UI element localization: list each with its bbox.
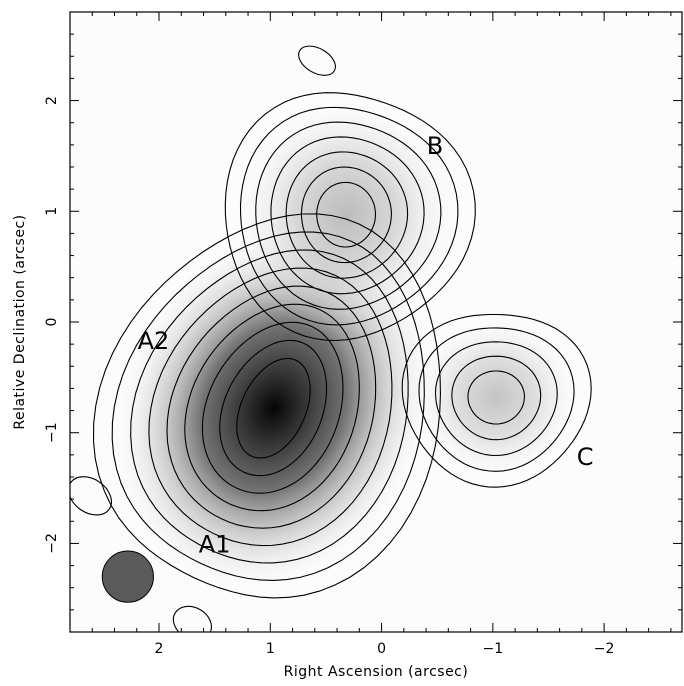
contour-a1-9 [92,213,441,599]
contour-a1-3 [201,321,344,494]
x-axis-label: Right Ascension (arcsec) [284,664,469,680]
y-tick-label: 2 [44,96,60,105]
x-tick-label: 0 [377,641,386,657]
contour-b-7 [224,92,476,342]
y-tick-label: −2 [44,533,60,554]
contour-a1-5 [166,285,377,529]
contour-a1-1 [236,357,311,459]
contour-b-3 [285,151,409,279]
contour-a1-8 [111,231,425,581]
noise-contour-1 [298,45,336,76]
y-tick-label: 1 [44,207,60,216]
source-label-a2: A2 [138,327,170,355]
contour-c-3 [434,341,558,457]
x-tick-label: −2 [594,641,615,657]
x-tick-label: −1 [483,641,504,657]
x-tick-label: 1 [266,641,275,657]
contour-a1-7 [130,249,409,564]
y-tick-label: 0 [44,318,60,327]
contour-b-1 [316,181,377,248]
contour-b-2 [300,166,392,264]
contour-c-5 [401,313,592,488]
contour-b-5 [255,121,442,310]
y-tick-label: −1 [44,422,60,443]
contour-b-6 [239,106,459,326]
contour-c-1 [467,370,525,425]
contour-c-4 [418,327,575,472]
noise-contour-2 [70,476,112,516]
contour-a1-2 [219,339,328,477]
source-emission-b [230,94,462,336]
source-label-a1: A1 [199,531,231,559]
source-label-c: C [577,443,594,471]
contour-c-2 [451,355,542,441]
y-axis-label: Relative Declination (arcsec) [12,214,28,429]
contour-b-4 [270,136,425,295]
contour-a1-6 [148,267,393,547]
source-emission-c [409,312,583,482]
beam-ellipse [101,550,154,603]
noise-contour-3 [172,605,212,632]
source-label-b: B [427,132,443,160]
contour-a1-4 [184,303,360,512]
x-tick-label: 2 [155,641,164,657]
